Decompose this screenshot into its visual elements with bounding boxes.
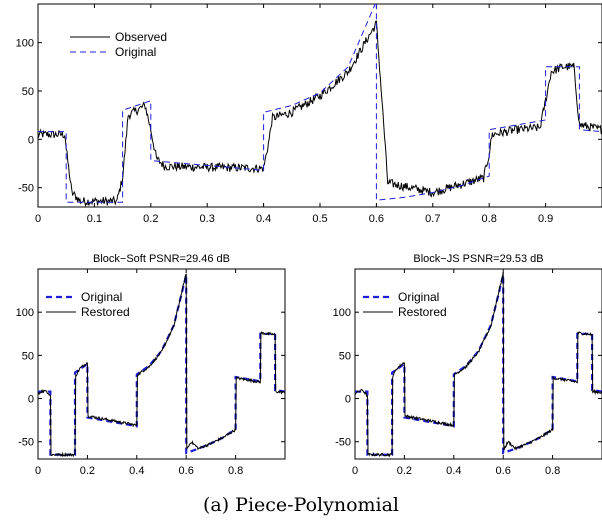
series-line-observed <box>38 20 602 207</box>
y-tick-label: 0 <box>345 394 351 406</box>
x-tick-label: 0.5 <box>312 213 327 225</box>
y-tick-label: -50 <box>335 437 351 449</box>
figure: 0 0.1 0.2 0.3 0.4 0.5 0.6 0.7 0.8 0.9 -50 0 50 100 Obs… <box>16 3 602 477</box>
axes-frame <box>37 268 286 460</box>
x-tick-label: 0 <box>352 465 358 477</box>
series-line-original <box>38 4 602 203</box>
plot-area <box>38 273 285 458</box>
legend-label-observed: Observed <box>115 30 167 44</box>
x-tick-label: 0.1 <box>87 213 102 225</box>
y-tick-label: -50 <box>18 437 34 449</box>
legend-label-original: Original <box>81 290 122 304</box>
bottom-left-panel-block-soft: Block−Soft PSNR=29.46 dB 0 0.2 0.4 0.6 0.8 -50… <box>16 253 286 477</box>
series-line-restored <box>355 272 602 458</box>
y-tick-label: 50 <box>339 350 351 362</box>
chart-title: Block−Soft PSNR=29.46 dB <box>93 253 230 265</box>
y-tick-label: 0 <box>28 134 34 146</box>
top-panel-observed-vs-original: 0 0.1 0.2 0.3 0.4 0.5 0.6 0.7 0.8 0.9 -50 0 50 100 Obs… <box>16 3 602 225</box>
series-line-restored <box>38 273 285 458</box>
y-tick-label: 100 <box>16 38 34 50</box>
x-tick-label: 0.2 <box>397 465 412 477</box>
figure-caption: (a) Piece-Polynomial <box>202 494 400 516</box>
y-tick-label: 100 <box>333 307 351 319</box>
y-tick-label: 0 <box>28 394 34 406</box>
x-tick-label: 0.7 <box>425 213 440 225</box>
x-tick-label: 0.6 <box>496 465 511 477</box>
x-tick-label: 0.3 <box>200 213 215 225</box>
x-tick-label: 0.2 <box>143 213 158 225</box>
x-tick-label: 0.4 <box>129 465 144 477</box>
legend-label-restored: Restored <box>81 305 130 319</box>
x-tick-label: 0 <box>35 213 41 225</box>
x-tick-label: 0.8 <box>482 213 497 225</box>
legend-label-original: Original <box>115 45 156 59</box>
x-tick-label: 0.9 <box>538 213 553 225</box>
x-tick-label: 0.2 <box>80 465 95 477</box>
x-tick-label: 0.4 <box>446 465 461 477</box>
x-tick-label: 0 <box>35 465 41 477</box>
legend-label-original: Original <box>398 290 439 304</box>
plot-area <box>355 272 602 458</box>
x-tick-label: 0.6 <box>369 213 384 225</box>
y-tick-label: 50 <box>22 350 34 362</box>
y-tick-label: -50 <box>18 183 34 195</box>
x-tick-label: 0.8 <box>228 465 243 477</box>
plot-area <box>38 4 602 207</box>
legend-label-restored: Restored <box>398 305 447 319</box>
x-tick-label: 0.4 <box>256 213 271 225</box>
chart-title: Block−JS PSNR=29.53 dB <box>413 253 543 265</box>
y-tick-label: 50 <box>22 86 34 98</box>
x-tick-label: 0.6 <box>179 465 194 477</box>
axes-frame <box>354 268 602 460</box>
bottom-right-panel-block-js: Block−JS PSNR=29.53 dB 0 0.2 0.4 0.6 0.8 -50 0 5… <box>333 253 602 477</box>
y-tick-label: 100 <box>16 307 34 319</box>
x-tick-label: 0.8 <box>545 465 560 477</box>
